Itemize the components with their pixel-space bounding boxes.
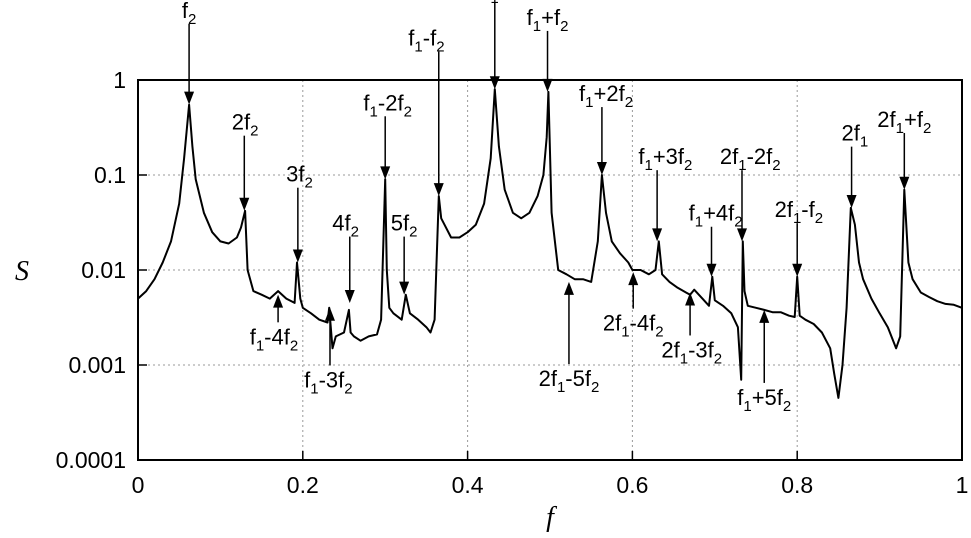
annotation-label: f1​	[484, 0, 498, 7]
peak-annotation: 2f1​-5f2​	[539, 281, 600, 396]
annotation-label: f1​-3f2​	[304, 367, 353, 397]
annotation-arrowhead	[380, 166, 391, 180]
annotation-label: f2​	[182, 0, 196, 28]
y-tick-label: 0.001	[68, 352, 126, 378]
y-axis: 0.0001 0.001 0.01 0.1 1	[56, 67, 147, 473]
y-tick-label: 0.1	[94, 162, 126, 188]
annotation-label: 4f2​	[332, 211, 359, 241]
annotation-label: f1​+f2​	[527, 5, 569, 35]
annotation-label: f1​-4f2​	[250, 324, 299, 354]
annotation-arrowhead	[489, 76, 500, 90]
annotation-label: 2f1​-3f2​	[661, 337, 722, 367]
annotation-label: f1​+5f2​	[737, 385, 791, 415]
annotation-arrowhead	[399, 281, 410, 295]
peak-annotation: 2f1​+f2​	[877, 107, 931, 190]
annotation-label: 2f2​	[232, 110, 259, 140]
peak-annotation: 2f2​	[232, 110, 259, 211]
annotation-label: f1​+4f2​	[689, 201, 743, 231]
peak-annotation: f1​-f2​	[408, 26, 445, 197]
annotation-arrowhead	[239, 197, 250, 211]
spectrum-line	[137, 88, 963, 399]
annotation-arrowhead	[899, 176, 910, 190]
annotation-arrowhead	[596, 162, 607, 175]
annotation-arrowhead	[292, 249, 303, 263]
peak-annotation: f1​+2f2​	[579, 81, 633, 175]
peak-annotation: f1​+4f2​	[689, 201, 743, 277]
y-axis-title: S	[15, 256, 29, 287]
annotation-arrowhead	[433, 183, 444, 197]
peak-annotation: 4f2​	[332, 211, 359, 303]
x-axis: 0 0.2 0.4 0.6 0.8 1	[132, 451, 969, 498]
peak-annotation: f2​	[182, 0, 196, 105]
annotation-label: 3f2​	[286, 162, 313, 192]
annotation-arrowhead	[736, 228, 747, 242]
annotation-arrowhead	[628, 272, 639, 286]
annotation-label: 2f1​-2f2​	[720, 144, 781, 174]
annotation-arrowhead	[344, 289, 355, 303]
y-tick-label: 1	[113, 67, 126, 93]
annotation-arrowhead	[273, 294, 284, 308]
annotation-label: 2f1​	[842, 121, 869, 151]
peak-annotation: 3f2​	[286, 162, 313, 263]
annotation-arrowhead	[846, 194, 857, 208]
y-tick-label: 0.01	[81, 257, 126, 283]
peak-annotation: 2f1​-3f2​	[661, 292, 722, 367]
series-layer	[137, 88, 963, 399]
peak-annotation: f1​-3f2​	[304, 307, 353, 397]
annotation-arrowhead	[542, 78, 553, 92]
annotation-arrowhead	[652, 228, 663, 242]
x-tick-label: 0.6	[616, 472, 648, 498]
annotation-arrowhead	[184, 91, 195, 105]
annotation-label: f1​+3f2​	[638, 144, 692, 174]
annotation-label: 2f1​-5f2​	[539, 366, 600, 396]
annotation-arrowhead	[563, 281, 574, 295]
peak-annotation: f1​	[484, 0, 500, 90]
peak-annotation: 2f1​-2f2​	[720, 144, 781, 242]
peak-annotation: f1​+3f2​	[638, 144, 692, 242]
annotation-label: 2f1​-f2​	[775, 197, 824, 227]
peak-annotation: f1​+5f2​	[737, 309, 791, 415]
annotation-label: 5f2​	[391, 211, 418, 241]
x-tick-label: 0.2	[287, 472, 319, 498]
annotation-label: f1​-f2​	[408, 26, 444, 56]
annotation-arrowhead	[759, 309, 770, 323]
peak-annotation: 2f1​	[842, 121, 869, 208]
annotation-arrowhead	[324, 307, 335, 321]
x-tick-label: 0.8	[781, 472, 813, 498]
x-tick-label: 1	[956, 472, 969, 498]
peak-annotation: 2f1​-4f2​	[603, 272, 664, 341]
x-tick-label: 0.4	[452, 472, 484, 498]
x-tick-label: 0	[132, 472, 145, 498]
y-tick-label: 0.0001	[56, 447, 126, 473]
annotation-label: 2f1​+f2​	[877, 107, 931, 137]
annotation-label: f1​+2f2​	[579, 81, 633, 111]
peak-annotation: f1​+f2​	[527, 5, 569, 92]
peak-annotation: 5f2​	[391, 211, 418, 295]
peak-annotation: f1​-2f2​	[363, 90, 412, 180]
annotation-arrowhead	[685, 292, 696, 306]
peak-annotation: f1​-4f2​	[250, 294, 299, 354]
annotation-label: 2f1​-4f2​	[603, 311, 664, 341]
x-axis-title: f	[546, 502, 557, 533]
annotation-layer: f2​ 2f2​ 3f2​ 4f2​ 5f2​ f1​-2f2​ f1​-f2​ f1​ f1​…	[182, 0, 931, 415]
peak-annotation: 2f1​-f2​	[775, 197, 824, 277]
annotation-label: f1​-2f2​	[363, 90, 412, 120]
annotation-arrowhead	[792, 263, 803, 277]
annotation-arrowhead	[706, 263, 717, 277]
